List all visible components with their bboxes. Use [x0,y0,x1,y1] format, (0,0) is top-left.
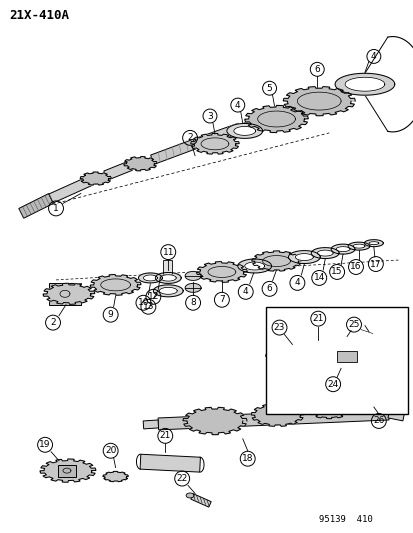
Polygon shape [238,106,304,131]
Text: 18: 18 [241,454,253,463]
Text: 21X-410A: 21X-410A [9,9,69,22]
Polygon shape [333,357,359,368]
Text: 22: 22 [176,474,188,483]
Polygon shape [226,124,262,139]
Text: 9: 9 [107,310,113,319]
Polygon shape [348,329,358,334]
Polygon shape [193,123,241,149]
Text: 5: 5 [266,84,272,93]
Text: 13: 13 [142,302,154,311]
Polygon shape [143,420,158,429]
Polygon shape [140,454,200,472]
Polygon shape [251,403,303,426]
Text: 11: 11 [162,248,173,256]
Text: 26: 26 [372,416,384,425]
Polygon shape [90,274,140,295]
Polygon shape [282,86,354,116]
Polygon shape [233,126,255,135]
Polygon shape [237,259,271,273]
Polygon shape [335,247,349,252]
Polygon shape [196,262,247,282]
Polygon shape [335,74,394,95]
Polygon shape [153,285,183,297]
Text: 8: 8 [190,298,195,307]
Text: 21: 21 [312,314,323,323]
Text: 12: 12 [147,292,159,301]
Text: 16: 16 [349,262,361,271]
Text: 4: 4 [235,101,240,110]
Text: 1: 1 [53,204,59,213]
Bar [336,351,356,362]
Polygon shape [244,262,264,270]
Text: 2: 2 [50,318,56,327]
Polygon shape [265,344,324,369]
Text: 4: 4 [242,287,248,296]
Polygon shape [348,399,385,414]
Polygon shape [339,359,353,365]
Bar [265,306,407,414]
Text: 20: 20 [105,446,116,455]
Text: 95139  410: 95139 410 [318,515,372,524]
Ellipse shape [186,493,194,498]
Text: 21: 21 [159,431,171,440]
Text: 2: 2 [187,133,192,142]
Text: 24: 24 [327,379,338,389]
Text: 14: 14 [313,273,324,282]
Polygon shape [330,244,354,254]
Polygon shape [103,471,128,482]
Polygon shape [183,407,246,435]
Text: 6: 6 [313,65,319,74]
Text: 6: 6 [266,284,272,293]
Polygon shape [190,494,211,507]
Polygon shape [49,176,93,203]
Text: 10: 10 [138,298,149,307]
Text: 15: 15 [330,268,342,277]
Polygon shape [123,157,157,171]
Polygon shape [104,161,132,180]
Text: 4: 4 [294,278,299,287]
Bar [163,260,172,274]
Polygon shape [138,273,162,283]
Bar [58,465,76,477]
Polygon shape [387,410,404,421]
Text: 7: 7 [218,295,224,304]
Polygon shape [352,244,364,248]
Polygon shape [150,139,196,164]
Polygon shape [49,283,81,305]
Polygon shape [316,250,332,256]
Text: 25: 25 [347,320,359,329]
Polygon shape [159,287,177,294]
Polygon shape [343,328,363,336]
Polygon shape [143,275,157,281]
Polygon shape [158,408,388,430]
Polygon shape [40,459,95,482]
Polygon shape [288,251,320,263]
Polygon shape [80,172,111,185]
Text: 3: 3 [206,111,212,120]
Polygon shape [43,283,95,304]
Polygon shape [347,242,369,250]
Polygon shape [344,77,384,91]
Polygon shape [311,248,338,259]
Text: 4: 4 [370,52,376,61]
Polygon shape [244,106,308,133]
Polygon shape [185,284,201,292]
Polygon shape [155,272,181,284]
Polygon shape [190,133,239,154]
Polygon shape [368,241,378,245]
Polygon shape [160,274,176,281]
Polygon shape [295,254,313,261]
Text: 19: 19 [39,440,51,449]
Text: 23: 23 [273,323,285,332]
Polygon shape [363,240,382,247]
Polygon shape [185,271,201,280]
Text: 17: 17 [369,260,381,269]
Polygon shape [308,401,349,419]
Polygon shape [19,193,53,218]
Polygon shape [251,251,301,271]
